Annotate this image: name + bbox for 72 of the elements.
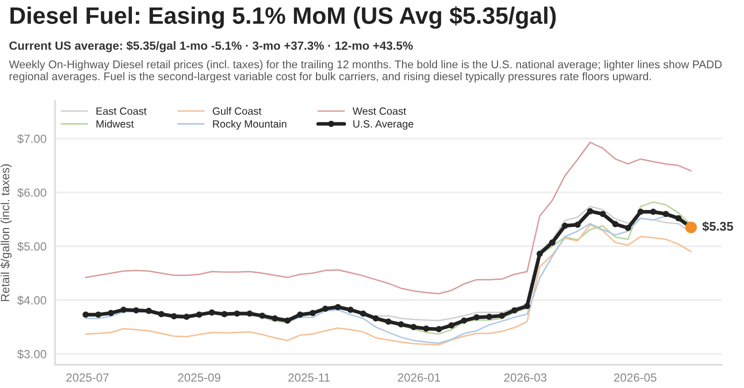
point bbox=[183, 314, 190, 320]
x-tick-label: 2026-05 bbox=[614, 373, 656, 382]
point bbox=[637, 208, 644, 215]
y-tick-label: $4.00 bbox=[17, 296, 46, 306]
line-series bbox=[84, 142, 692, 294]
point bbox=[196, 312, 202, 318]
legend-label: Rocky Mountain bbox=[213, 120, 286, 130]
point bbox=[474, 314, 480, 320]
point bbox=[347, 306, 354, 313]
point bbox=[385, 318, 392, 325]
point bbox=[574, 222, 581, 228]
point bbox=[133, 307, 140, 314]
data-label: $5.35 bbox=[702, 221, 734, 232]
point bbox=[498, 312, 505, 319]
point bbox=[259, 312, 266, 319]
point bbox=[372, 315, 379, 322]
point bbox=[108, 310, 114, 316]
x-tick-label: 2025-11 bbox=[288, 373, 330, 382]
point bbox=[624, 224, 632, 232]
chart-subtitle: Current US average: $5.35/gal 1-mo -5.1% · 3-mo +37.3% · 12-mo +43.5% bbox=[9, 40, 413, 52]
point bbox=[284, 317, 291, 324]
point bbox=[246, 310, 253, 317]
point bbox=[360, 310, 366, 317]
point bbox=[95, 312, 102, 318]
point bbox=[650, 208, 656, 215]
x-tick-label: 2025-09 bbox=[178, 373, 220, 382]
point bbox=[221, 310, 228, 318]
point bbox=[423, 326, 430, 332]
point bbox=[536, 250, 543, 257]
y-tick-label: $5.00 bbox=[17, 242, 46, 252]
point bbox=[310, 310, 316, 316]
y-tick-label: $6.00 bbox=[17, 188, 46, 198]
point bbox=[600, 210, 606, 218]
legend-label: Gulf Coast bbox=[212, 107, 262, 115]
x-tick-label: 2026-03 bbox=[504, 373, 546, 382]
point bbox=[511, 307, 518, 314]
point bbox=[410, 324, 417, 330]
point bbox=[549, 239, 556, 246]
point bbox=[524, 302, 530, 310]
text: Weekly On-Highway Diesel retail prices (incl. taxes) for the trailing 12 months. The bold line is the U.S. national average; lighter lines show PADD regional averages. Fuel is the second-largest variable cost for bulk carriers, and rising diesel typically pressures rate floors upward. bbox=[8, 60, 722, 82]
point bbox=[234, 310, 240, 317]
point bbox=[398, 321, 404, 328]
point bbox=[158, 310, 164, 318]
y-axis-title: Retail $/gallon (incl. taxes) bbox=[0, 164, 12, 302]
point bbox=[662, 210, 669, 218]
point bbox=[460, 317, 468, 324]
point bbox=[170, 313, 178, 320]
y-tick-label: $7.00 bbox=[17, 134, 46, 144]
point bbox=[436, 326, 442, 332]
point bbox=[685, 222, 697, 234]
point bbox=[612, 221, 619, 228]
legend-label: Midwest bbox=[96, 120, 134, 128]
x-tick-label: 2025-07 bbox=[66, 373, 109, 382]
point bbox=[448, 322, 455, 329]
point bbox=[675, 215, 682, 222]
point bbox=[486, 314, 492, 320]
y-tick-label: $3.00 bbox=[17, 349, 46, 360]
point bbox=[334, 304, 342, 310]
legend-label: West Coast bbox=[352, 107, 406, 115]
point bbox=[562, 222, 568, 229]
point bbox=[272, 315, 278, 322]
x-tick-label: 2026-01 bbox=[398, 373, 440, 382]
point bbox=[322, 306, 328, 312]
chart-title: Diesel Fuel: Easing 5.1% MoM (US Avg $5.35/gal) bbox=[10, 6, 556, 29]
legend-label: East Coast bbox=[96, 107, 147, 115]
point bbox=[587, 208, 594, 214]
point bbox=[82, 312, 89, 318]
point bbox=[208, 309, 215, 316]
point bbox=[120, 306, 127, 313]
legend-label: U.S. Average bbox=[353, 120, 414, 130]
point bbox=[146, 308, 152, 314]
point bbox=[296, 312, 304, 318]
